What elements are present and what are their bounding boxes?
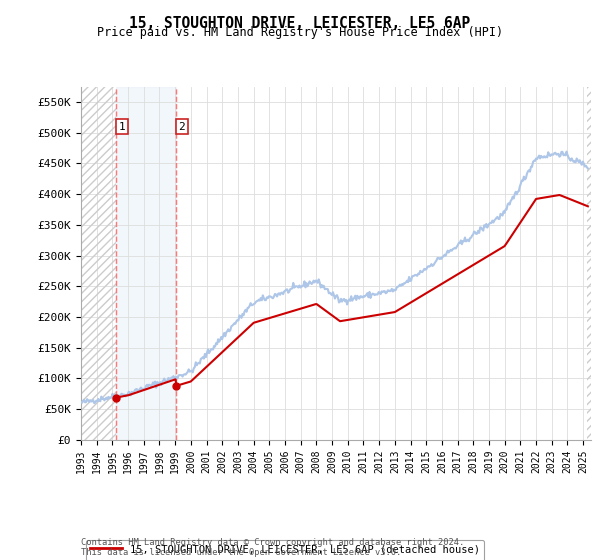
Bar [81, 87, 116, 440]
Text: Contains HM Land Registry data © Crown copyright and database right 2024.
This d: Contains HM Land Registry data © Crown c… [81, 538, 464, 557]
Legend: 15, STOUGHTON DRIVE, LEICESTER, LE5 6AP (detached house), HPI: Average price, de: 15, STOUGHTON DRIVE, LEICESTER, LE5 6AP … [86, 540, 484, 560]
Bar [81, 87, 116, 440]
Bar [587, 87, 591, 440]
Bar [587, 87, 591, 440]
Text: 1: 1 [119, 122, 125, 132]
Text: 2: 2 [178, 122, 185, 132]
Bar [116, 87, 176, 440]
Text: 15, STOUGHTON DRIVE, LEICESTER, LE5 6AP: 15, STOUGHTON DRIVE, LEICESTER, LE5 6AP [130, 16, 470, 31]
Text: Price paid vs. HM Land Registry's House Price Index (HPI): Price paid vs. HM Land Registry's House … [97, 26, 503, 39]
